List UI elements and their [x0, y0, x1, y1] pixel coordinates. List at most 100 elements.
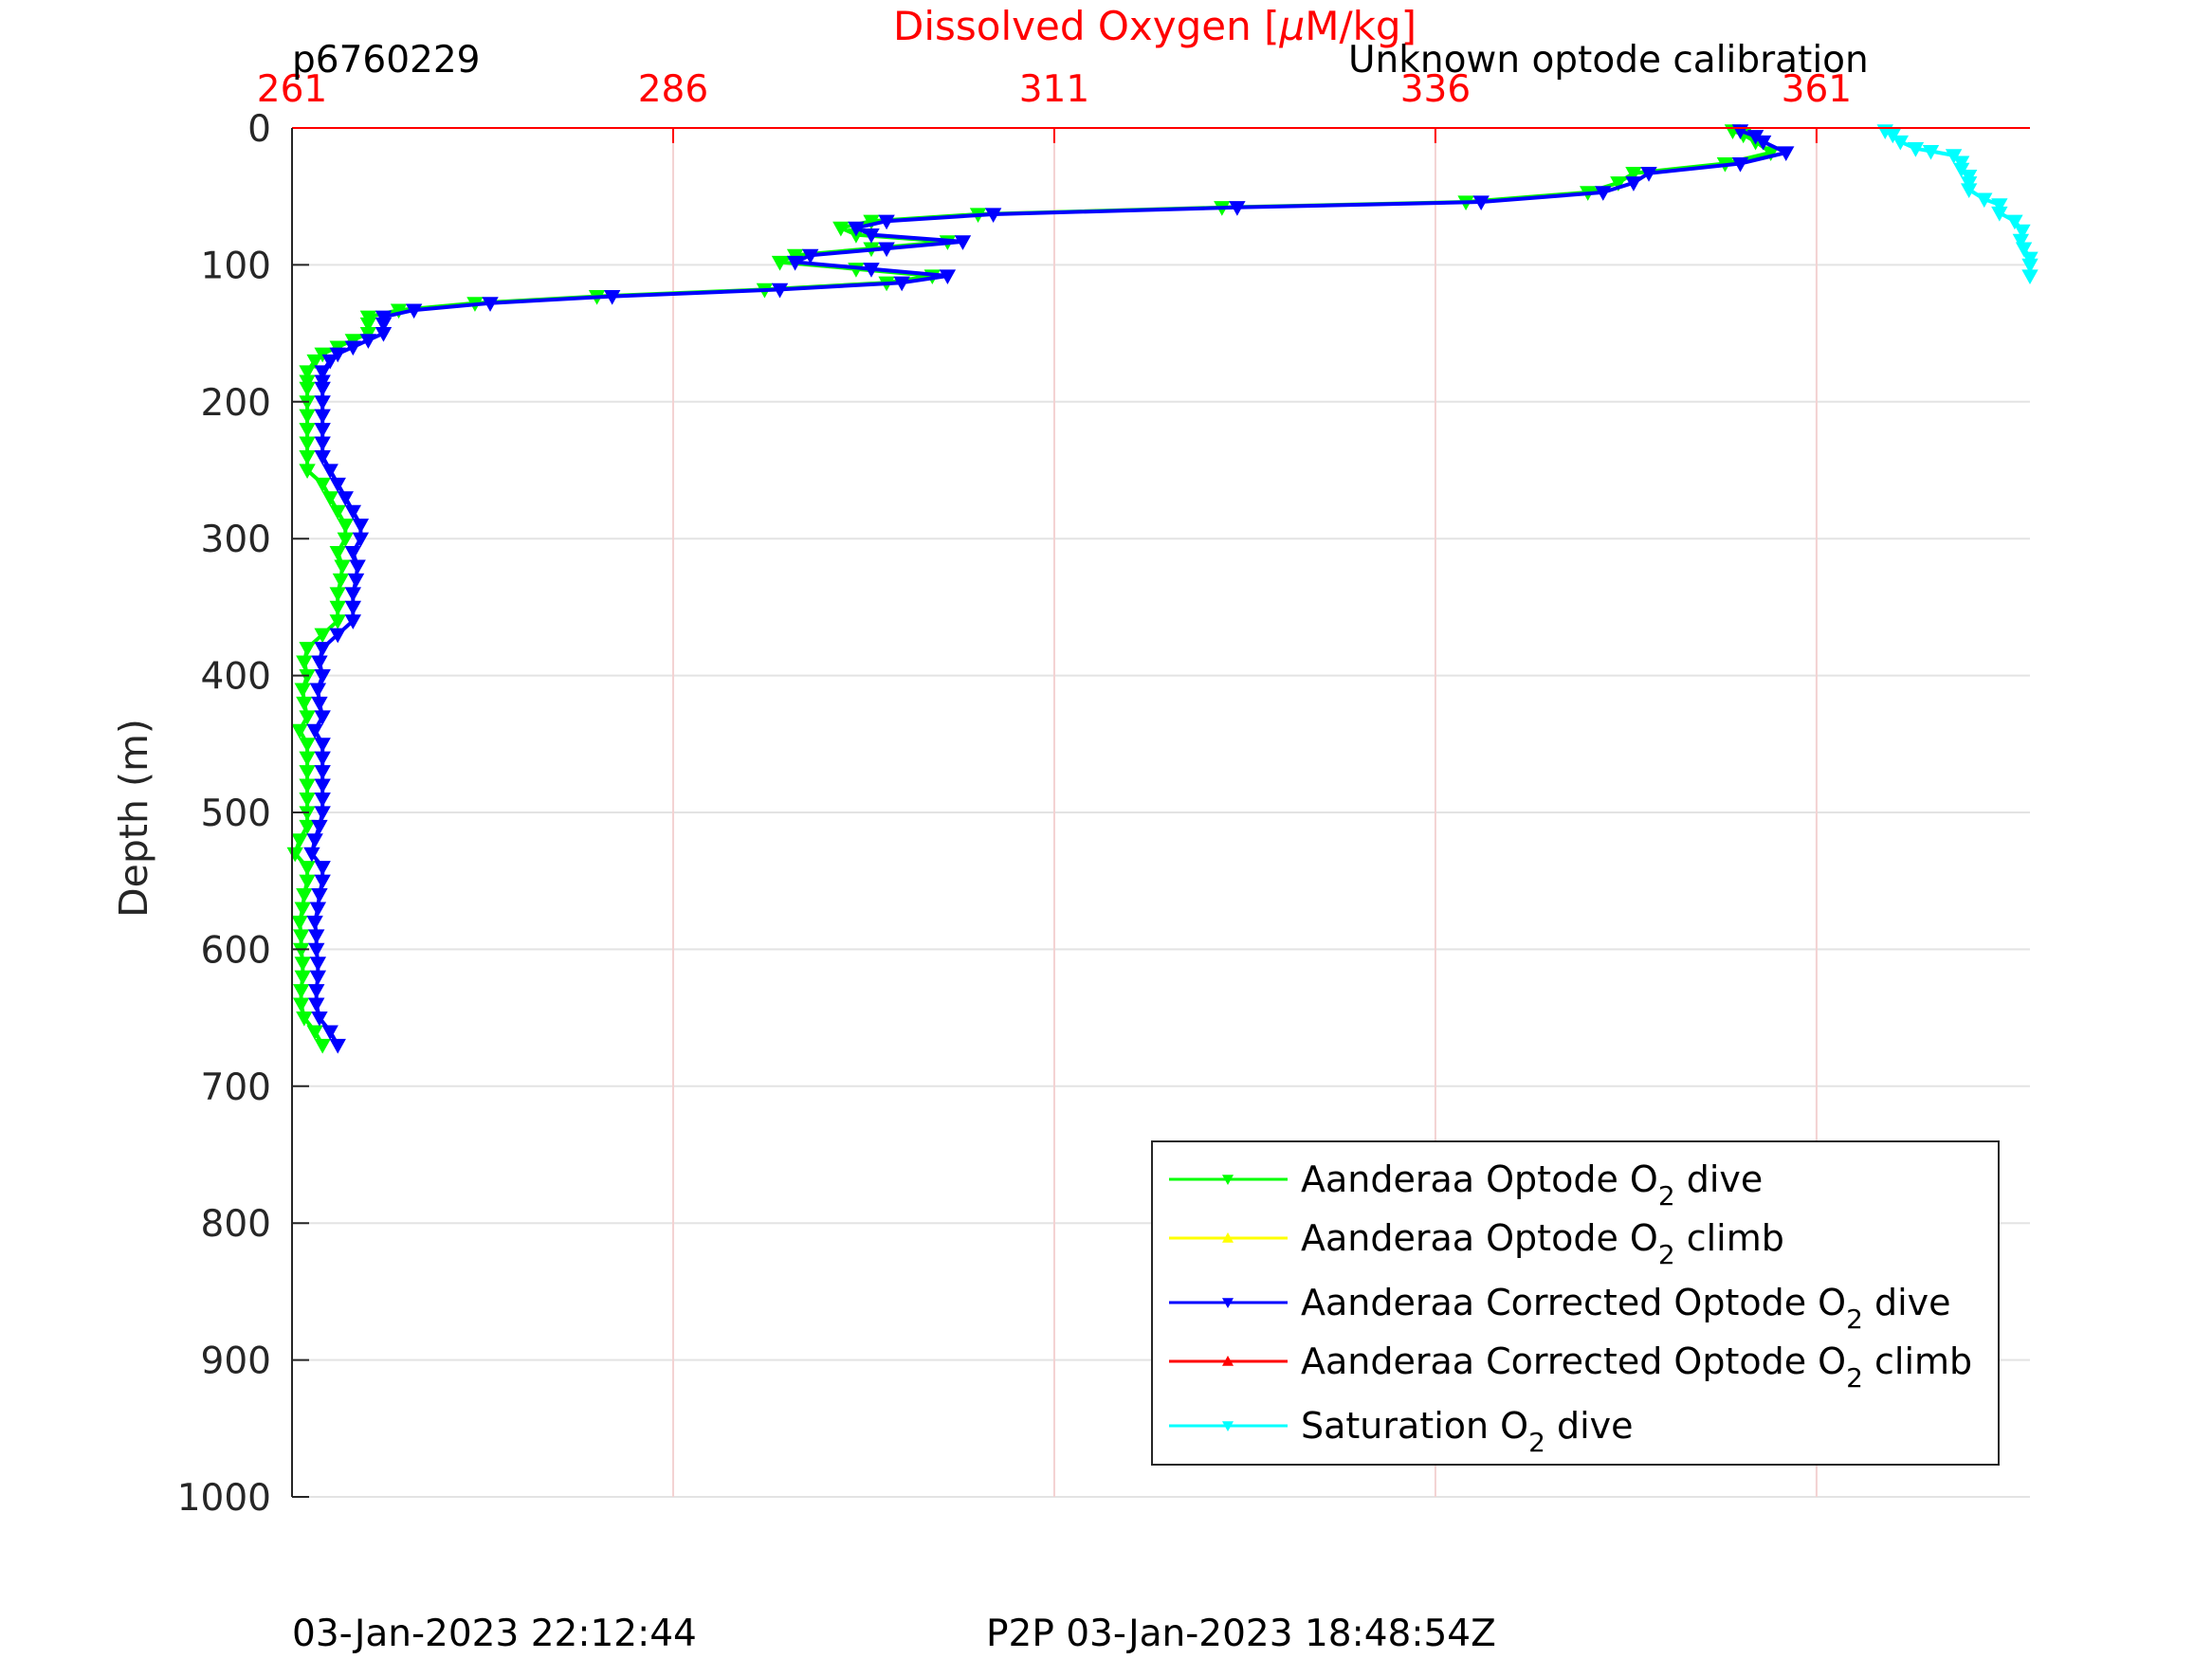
data-point-marker: [954, 235, 972, 250]
data-point-marker: [1229, 201, 1246, 216]
data-point-marker: [306, 915, 323, 931]
data-point-marker: [314, 642, 331, 657]
data-point-marker: [314, 874, 331, 890]
data-point-marker: [344, 614, 362, 629]
data-point-marker: [2015, 242, 2033, 258]
legend-swatch-marker: [1222, 1232, 1234, 1243]
data-series: [286, 124, 2038, 1054]
data-point-marker: [294, 970, 311, 986]
data-point-marker: [314, 395, 331, 410]
series-aanderaa-corrected-optode-o2-dive: [303, 124, 1795, 1054]
data-point-marker: [321, 354, 338, 370]
data-point-marker: [314, 669, 331, 684]
data-point-marker: [292, 997, 310, 1013]
y-tick-label: 700: [201, 1066, 271, 1109]
legend-swatch-marker: [1222, 1175, 1234, 1185]
data-point-marker: [337, 519, 354, 534]
data-point-marker: [294, 902, 311, 918]
data-point-marker: [296, 655, 313, 671]
data-point-marker: [337, 491, 354, 506]
x-tick-label: 286: [638, 68, 708, 111]
data-point-marker: [309, 957, 327, 972]
data-point-marker: [309, 970, 327, 986]
data-point-marker: [329, 628, 346, 644]
data-point-marker: [878, 242, 895, 258]
data-point-marker: [299, 642, 316, 657]
data-point-marker: [314, 778, 331, 794]
legend-label: Aanderaa Corrected Optode O2 climb: [1301, 1340, 1972, 1394]
data-point-marker: [329, 546, 346, 561]
data-point-marker: [314, 381, 331, 397]
chart-text: Dissolved Oxygen [μM/kg] p6760229 Unknow…: [111, 3, 1869, 1655]
data-point-marker: [1640, 167, 1657, 182]
data-point-marker: [299, 751, 316, 767]
data-point-marker: [314, 365, 331, 381]
data-point-marker: [306, 354, 323, 370]
data-point-marker: [329, 1038, 346, 1054]
data-point-marker: [349, 559, 366, 575]
series-line: [293, 129, 1773, 1047]
data-point-marker: [306, 833, 323, 848]
data-point-marker: [332, 573, 350, 589]
data-point-marker: [309, 902, 327, 918]
legend-swatch-marker: [1222, 1356, 1234, 1366]
data-point-marker: [1610, 176, 1627, 191]
data-point-marker: [299, 738, 316, 753]
data-point-marker: [1907, 142, 1925, 157]
data-point-marker: [344, 600, 362, 616]
y-tick-label: 800: [201, 1203, 271, 1246]
data-point-marker: [344, 546, 362, 561]
legend-swatch-marker: [1222, 1421, 1234, 1431]
data-point-marker: [321, 1025, 338, 1041]
data-point-marker: [984, 208, 1002, 224]
data-point-marker: [2021, 269, 2038, 285]
data-point-marker: [334, 559, 351, 575]
data-point-marker: [405, 303, 423, 319]
data-point-marker: [344, 587, 362, 603]
data-point-marker: [329, 504, 346, 520]
legend-label: Aanderaa Corrected Optode O2 dive: [1301, 1282, 1951, 1335]
data-point-marker: [352, 532, 370, 548]
data-point-marker: [329, 477, 346, 493]
data-point-marker: [314, 477, 331, 493]
data-point-marker: [308, 929, 325, 945]
data-point-marker: [296, 1012, 313, 1027]
data-point-marker: [306, 1025, 323, 1041]
data-point-marker: [1976, 192, 1993, 209]
calibration-note: Unknown optode calibration: [1348, 39, 1869, 82]
data-point-marker: [291, 723, 308, 739]
legend-label: Aanderaa Optode O2 dive: [1301, 1158, 1763, 1212]
data-point-marker: [314, 710, 331, 725]
data-point-marker: [314, 738, 331, 753]
data-point-marker: [308, 997, 325, 1013]
data-point-marker: [1731, 156, 1749, 173]
data-point-marker: [344, 340, 362, 356]
data-point-marker: [314, 806, 331, 822]
legend-label: Aanderaa Optode O2 climb: [1301, 1217, 1784, 1270]
data-point-marker: [1991, 198, 2008, 213]
data-point-marker: [299, 449, 316, 465]
data-point-marker: [311, 1012, 328, 1027]
data-point-marker: [299, 874, 316, 890]
x-tick-label: 311: [1019, 68, 1089, 111]
data-point-marker: [314, 423, 331, 438]
y-tick-label: 300: [201, 519, 271, 561]
data-point-marker: [603, 290, 621, 305]
data-point-marker: [294, 683, 311, 699]
data-point-marker: [1595, 186, 1612, 201]
y-tick-label: 500: [201, 793, 271, 835]
y-axis-label: Depth (m): [111, 719, 156, 918]
data-point-marker: [337, 532, 354, 548]
data-point-marker: [299, 710, 316, 725]
data-point-marker: [329, 587, 346, 603]
y-tick-label: 400: [201, 656, 271, 699]
data-point-marker: [299, 861, 316, 876]
y-tick-label: 200: [201, 382, 271, 425]
data-point-marker: [314, 449, 331, 465]
data-point-marker: [329, 600, 346, 616]
data-point-marker: [306, 723, 323, 739]
data-point-marker: [299, 464, 316, 480]
data-point-marker: [2021, 258, 2038, 274]
data-point-marker: [1960, 183, 1978, 199]
